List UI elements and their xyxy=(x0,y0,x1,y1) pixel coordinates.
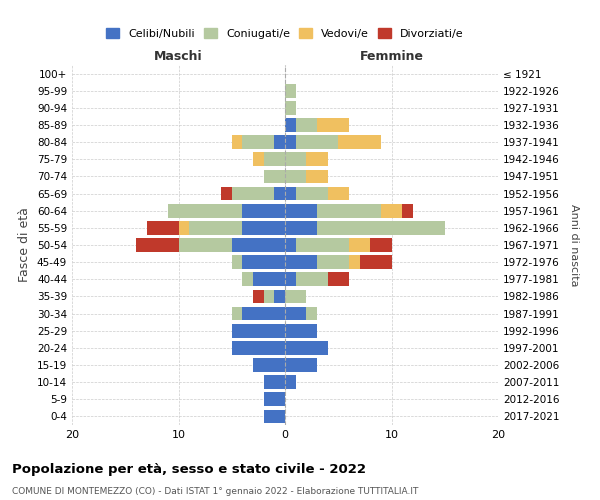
Bar xyxy=(264,392,285,406)
Bar xyxy=(296,186,328,200)
Bar xyxy=(285,341,328,354)
Bar xyxy=(285,324,317,338)
Bar xyxy=(285,376,296,389)
Bar xyxy=(338,136,381,149)
Bar xyxy=(285,256,317,269)
Bar xyxy=(242,272,253,286)
Text: Femmine: Femmine xyxy=(359,50,424,64)
Bar xyxy=(285,221,317,234)
Bar xyxy=(264,152,285,166)
Bar xyxy=(307,170,328,183)
Bar xyxy=(296,272,328,286)
Bar xyxy=(221,186,232,200)
Bar xyxy=(242,136,274,149)
Legend: Celibi/Nubili, Coniugati/e, Vedovi/e, Divorziati/e: Celibi/Nubili, Coniugati/e, Vedovi/e, Di… xyxy=(102,24,468,44)
Bar xyxy=(253,272,285,286)
Bar xyxy=(285,84,296,98)
Bar xyxy=(274,186,285,200)
Bar xyxy=(274,290,285,304)
Y-axis label: Anni di nascita: Anni di nascita xyxy=(569,204,579,286)
Bar xyxy=(253,290,264,304)
Bar xyxy=(264,170,285,183)
Bar xyxy=(242,306,285,320)
Bar xyxy=(242,256,285,269)
Bar xyxy=(232,256,242,269)
Bar xyxy=(189,221,242,234)
Bar xyxy=(285,306,307,320)
Bar xyxy=(285,358,317,372)
Bar xyxy=(317,204,381,218)
Bar xyxy=(168,204,242,218)
Bar xyxy=(307,306,317,320)
Bar xyxy=(370,238,392,252)
Bar xyxy=(285,170,307,183)
Bar xyxy=(317,118,349,132)
Bar xyxy=(136,238,179,252)
Bar xyxy=(317,256,349,269)
Bar xyxy=(296,238,349,252)
Bar xyxy=(232,341,285,354)
Bar xyxy=(285,238,296,252)
Bar xyxy=(253,358,285,372)
Bar xyxy=(317,221,445,234)
Bar xyxy=(253,152,264,166)
Bar xyxy=(264,290,274,304)
Bar xyxy=(285,118,296,132)
Bar xyxy=(307,152,328,166)
Bar xyxy=(359,256,392,269)
Bar xyxy=(146,221,179,234)
Bar xyxy=(296,136,338,149)
Text: Maschi: Maschi xyxy=(154,50,203,64)
Bar xyxy=(285,272,296,286)
Bar xyxy=(349,238,370,252)
Bar xyxy=(232,136,242,149)
Bar xyxy=(285,152,307,166)
Bar xyxy=(179,221,189,234)
Bar xyxy=(232,186,274,200)
Bar xyxy=(264,410,285,424)
Bar xyxy=(242,204,285,218)
Bar xyxy=(285,136,296,149)
Bar xyxy=(242,221,285,234)
Bar xyxy=(349,256,359,269)
Bar xyxy=(328,186,349,200)
Bar xyxy=(381,204,402,218)
Text: COMUNE DI MONTEMEZZO (CO) - Dati ISTAT 1° gennaio 2022 - Elaborazione TUTTITALIA: COMUNE DI MONTEMEZZO (CO) - Dati ISTAT 1… xyxy=(12,488,418,496)
Y-axis label: Fasce di età: Fasce di età xyxy=(19,208,31,282)
Bar xyxy=(285,101,296,114)
Bar xyxy=(232,324,285,338)
Bar xyxy=(296,118,317,132)
Bar xyxy=(285,186,296,200)
Bar xyxy=(402,204,413,218)
Bar xyxy=(232,238,285,252)
Bar xyxy=(285,290,307,304)
Text: Popolazione per età, sesso e stato civile - 2022: Popolazione per età, sesso e stato civil… xyxy=(12,462,366,475)
Bar xyxy=(179,238,232,252)
Bar xyxy=(328,272,349,286)
Bar xyxy=(285,204,317,218)
Bar xyxy=(232,306,242,320)
Bar xyxy=(274,136,285,149)
Bar xyxy=(264,376,285,389)
